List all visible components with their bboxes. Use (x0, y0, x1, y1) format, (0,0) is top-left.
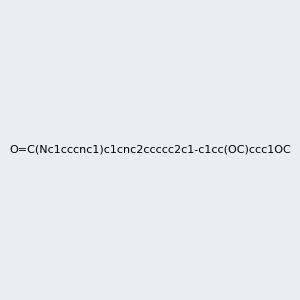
Text: O=C(Nc1cccnc1)c1cnc2ccccc2c1-c1cc(OC)ccc1OC: O=C(Nc1cccnc1)c1cnc2ccccc2c1-c1cc(OC)ccc… (9, 145, 291, 155)
